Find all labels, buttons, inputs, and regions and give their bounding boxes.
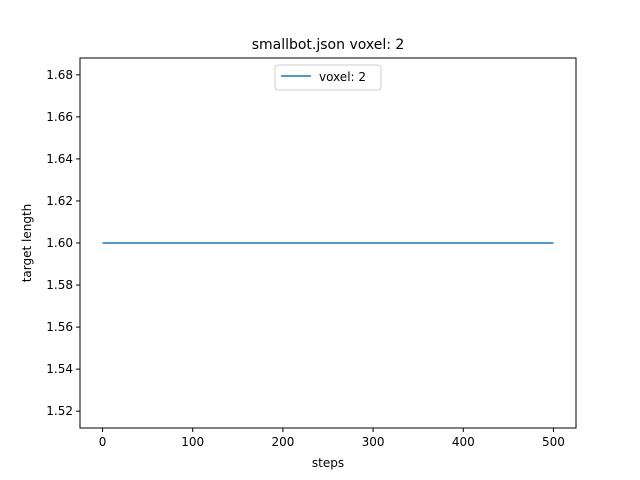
x-tick-label: 300 bbox=[362, 435, 385, 449]
legend-box bbox=[274, 64, 382, 91]
y-tick-label: 1.58 bbox=[46, 278, 73, 292]
y-axis-label: target length bbox=[20, 204, 34, 283]
x-axis-label: steps bbox=[312, 456, 344, 470]
y-tick-label: 1.56 bbox=[46, 320, 73, 334]
x-tick-label: 100 bbox=[181, 435, 204, 449]
y-tick-label: 1.54 bbox=[46, 362, 73, 376]
y-axis-ticks: 1.52 1.54 1.56 1.58 1.60 1.62 1.64 1.66 1.68 bbox=[46, 68, 80, 418]
y-tick-label: 1.62 bbox=[46, 194, 73, 208]
x-tick-label: 500 bbox=[542, 435, 565, 449]
x-tick-label: 400 bbox=[452, 435, 475, 449]
x-tick-label: 0 bbox=[99, 435, 107, 449]
chart-title: smallbot.json voxel: 2 bbox=[252, 37, 405, 53]
y-tick-label: 1.60 bbox=[46, 236, 73, 250]
y-tick-label: 1.68 bbox=[46, 68, 73, 82]
y-tick-label: 1.52 bbox=[46, 404, 73, 418]
legend-label: voxel: 2 bbox=[319, 70, 366, 84]
x-tick-label: 200 bbox=[271, 435, 294, 449]
legend: voxel: 2 bbox=[274, 64, 382, 91]
y-tick-label: 1.64 bbox=[46, 152, 73, 166]
y-tick-label: 1.66 bbox=[46, 110, 73, 124]
x-axis-ticks: 0 100 200 300 400 500 bbox=[99, 428, 565, 449]
